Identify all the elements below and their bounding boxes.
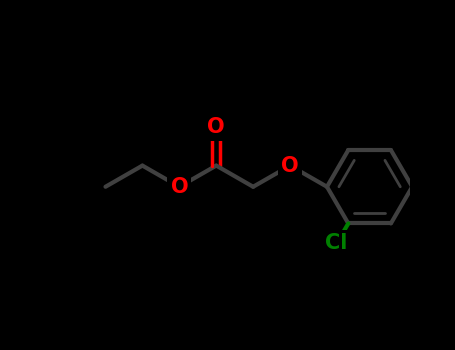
Text: O: O xyxy=(281,156,299,176)
Text: O: O xyxy=(171,177,188,197)
Text: O: O xyxy=(207,118,225,138)
Text: Cl: Cl xyxy=(325,233,348,253)
